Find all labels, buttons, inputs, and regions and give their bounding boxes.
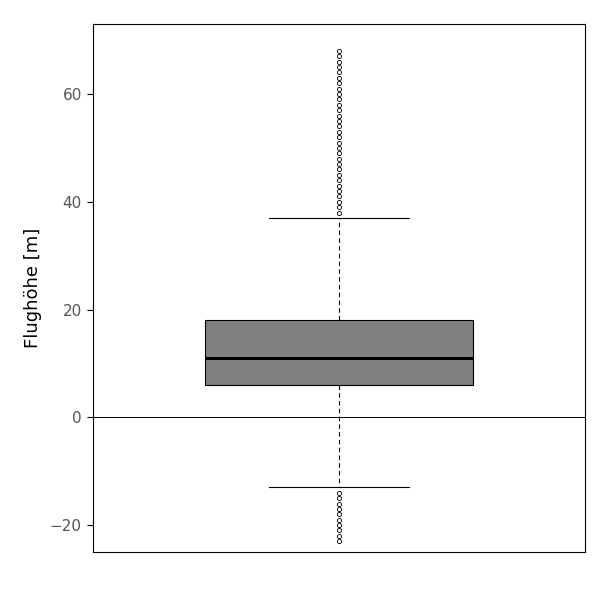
Y-axis label: Flughöhe [m]: Flughöhe [m] — [23, 228, 41, 348]
FancyBboxPatch shape — [205, 320, 473, 385]
